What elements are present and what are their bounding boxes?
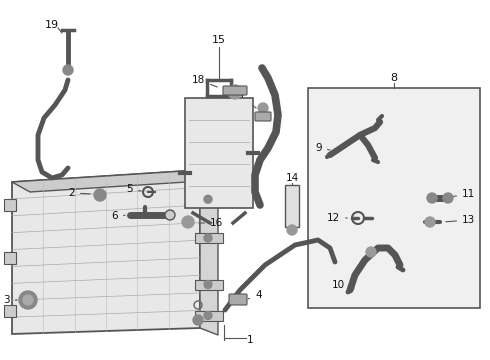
Circle shape: [63, 65, 73, 75]
Polygon shape: [12, 170, 200, 334]
Text: 4: 4: [248, 290, 262, 300]
Text: 2: 2: [69, 188, 90, 198]
Text: 9: 9: [316, 143, 330, 153]
Bar: [285, 185, 299, 227]
Text: 13: 13: [446, 215, 475, 225]
Polygon shape: [12, 170, 218, 192]
Circle shape: [366, 247, 376, 257]
Bar: [185, 98, 253, 208]
Text: 10: 10: [332, 280, 352, 290]
Bar: [195, 233, 223, 243]
Circle shape: [94, 189, 106, 201]
Circle shape: [19, 291, 37, 309]
Text: 16: 16: [199, 218, 223, 228]
Bar: [4, 199, 16, 211]
Bar: [4, 305, 16, 317]
Text: 5: 5: [126, 184, 141, 194]
Text: 8: 8: [391, 73, 397, 83]
FancyBboxPatch shape: [255, 112, 271, 121]
Circle shape: [204, 311, 212, 320]
Circle shape: [204, 195, 212, 203]
Bar: [195, 279, 223, 289]
Circle shape: [182, 216, 194, 228]
Text: 14: 14: [285, 173, 298, 183]
Circle shape: [427, 193, 437, 203]
Circle shape: [23, 295, 33, 305]
Circle shape: [165, 210, 175, 220]
Circle shape: [204, 280, 212, 288]
Text: 6: 6: [111, 211, 125, 221]
Text: 15: 15: [212, 35, 226, 45]
Circle shape: [228, 85, 242, 99]
Circle shape: [193, 315, 203, 325]
Circle shape: [258, 103, 268, 113]
Text: 3: 3: [3, 295, 17, 305]
Text: 1: 1: [246, 335, 253, 345]
Text: 11: 11: [453, 189, 475, 199]
Text: 18: 18: [192, 75, 218, 87]
Circle shape: [443, 193, 453, 203]
Text: 17: 17: [232, 95, 245, 105]
Bar: [308, 88, 480, 308]
FancyBboxPatch shape: [229, 294, 247, 305]
Text: 12: 12: [327, 213, 347, 223]
Polygon shape: [200, 170, 218, 335]
Text: 7: 7: [231, 135, 252, 145]
Bar: [195, 194, 223, 204]
Text: 19: 19: [45, 20, 59, 30]
Circle shape: [204, 234, 212, 242]
Circle shape: [287, 225, 297, 235]
Bar: [195, 310, 223, 320]
Circle shape: [425, 217, 435, 227]
Bar: [4, 252, 16, 264]
FancyBboxPatch shape: [223, 86, 247, 95]
